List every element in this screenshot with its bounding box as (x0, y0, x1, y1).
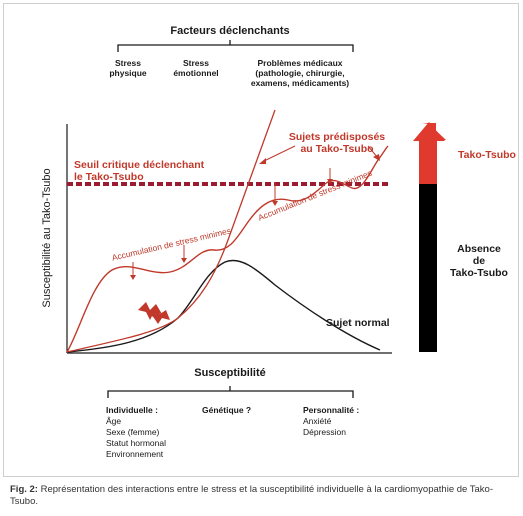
susceptibility-title: Susceptibilité (194, 367, 266, 379)
individual-title: Individuelle : (106, 405, 158, 415)
individual-item-2: Statut hormonal (106, 438, 166, 448)
predisposed-curve (66, 145, 389, 353)
predisposed-pointer-left (261, 145, 296, 163)
side-bar-top-label: Tako-Tsubo (458, 149, 516, 161)
trigger-medical-line1: Problèmes médicaux (257, 58, 342, 68)
normal-subject-curve (66, 259, 381, 353)
side-bar-arrowhead (413, 122, 445, 141)
lightning-icon (138, 302, 170, 324)
caption-lead: Fig. 2: (10, 484, 38, 495)
personality-item-0: Anxiété (303, 416, 332, 426)
stress-arrowhead-4 (327, 179, 333, 184)
side-bar-bottom-line3: Tako-Tsubo (450, 267, 508, 279)
threshold-label-line1: Seuil critique déclenchant (74, 159, 205, 171)
genetic-title: Génétique ? (202, 405, 251, 415)
figure-frame (3, 3, 519, 477)
trigger-medical-line3: examens, médicaments) (251, 78, 349, 88)
individual-item-1: Sexe (femme) (106, 427, 160, 437)
side-bar-bottom (419, 184, 437, 352)
individual-item-3: Environnement (106, 449, 164, 459)
trigger-medical-line2: (pathologie, chirurgie, (255, 68, 344, 78)
personality-title: Personnalité : (303, 405, 359, 415)
side-bar-bottom-line2: de (473, 255, 485, 267)
threshold-label-line2: le Tako-Tsubo (74, 171, 144, 183)
caption-text: Représentation des interactions entre le… (10, 484, 494, 507)
trigger-emotional-line2: émotionnel (173, 68, 218, 78)
y-axis-label: Susceptibilité au Tako-Tsubo (41, 168, 53, 307)
trigger-physical-line2: physique (109, 68, 147, 78)
accumulation-label-1: Accumulation de stress minimes (111, 225, 232, 262)
stress-arrowhead-1 (130, 275, 136, 280)
trigger-emotional-line1: Stress (183, 58, 209, 68)
susceptibility-bracket (107, 390, 354, 398)
accumulation-label-2: Accumulation de stress minimes (256, 168, 373, 223)
predisposed-pointer-right-head (373, 154, 380, 161)
triggers-bracket (117, 44, 354, 52)
side-bar-bottom-line1: Absence (457, 243, 501, 255)
predisposed-label-line1: Sujets prédisposés (289, 131, 385, 143)
stress-arrowhead-3 (272, 201, 278, 206)
trigger-physical-line1: Stress (115, 58, 141, 68)
individual-item-0: Âge (106, 416, 121, 426)
diagram-canvas: Facteurs déclenchants Stress physique St… (41, 25, 516, 459)
figure-caption: Fig. 2: Représentation des interactions … (10, 484, 515, 508)
trigger-steep-line (66, 109, 276, 353)
triggers-title: Facteurs déclenchants (170, 25, 289, 37)
predisposed-label-line2: au Tako-Tsubo (300, 143, 373, 155)
predisposed-pointer-left-head (259, 158, 266, 164)
normal-subject-label: Sujet normal (326, 317, 390, 329)
side-bar-top (419, 140, 437, 184)
personality-item-1: Dépression (303, 427, 346, 437)
stress-arrowhead-2 (181, 258, 187, 263)
